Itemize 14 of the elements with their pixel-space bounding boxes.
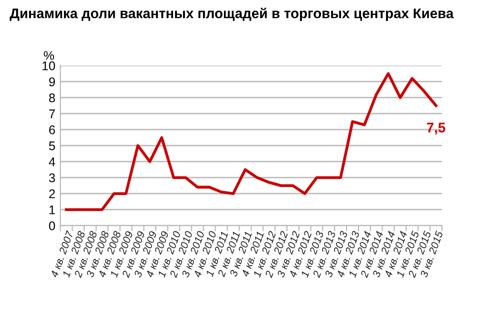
chart-title: Динамика доли вакантных площадей в торговых центрах Киева [10,8,454,22]
y-tick-label: 6 [49,125,55,134]
y-tick-label: 7 [49,110,55,118]
y-tick-label: 2 [49,189,55,198]
y-tick-label: 8 [49,93,55,102]
y-tick-label: 0 [49,221,56,230]
y-tick-label: 1 [50,206,55,214]
y-tick-label: 4 [48,158,56,166]
data-label: 7,5 [426,122,446,134]
y-tick-label: 5 [49,142,55,150]
y-tick-label: 10 [42,61,56,70]
y-axis-title: % [44,51,54,60]
y-tick-label: 3 [49,173,55,182]
y-tick-label: 9 [49,77,55,86]
